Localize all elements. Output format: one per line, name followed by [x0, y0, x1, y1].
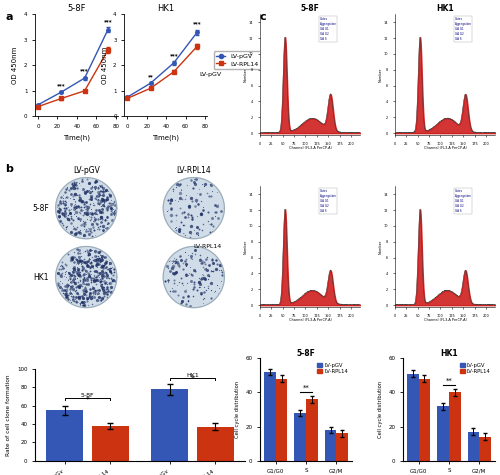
Text: 5-8F: 5-8F	[32, 204, 49, 213]
X-axis label: Channel (FL3-A PerCP-A): Channel (FL3-A PerCP-A)	[288, 318, 332, 323]
X-axis label: Channel (FL3-A PerCP-A): Channel (FL3-A PerCP-A)	[424, 146, 467, 151]
Text: a: a	[5, 12, 12, 22]
Bar	[438, 406, 449, 461]
Bar	[264, 372, 276, 461]
Y-axis label: Number: Number	[378, 239, 382, 254]
Text: c: c	[260, 12, 266, 22]
Text: 5-8F: 5-8F	[80, 393, 94, 398]
Bar	[479, 437, 491, 461]
Bar	[92, 426, 128, 461]
Text: *: *	[190, 375, 194, 384]
Text: ***: ***	[57, 83, 66, 88]
Bar	[407, 374, 418, 461]
Title: 5-8F: 5-8F	[67, 4, 86, 13]
Y-axis label: OD 450nm: OD 450nm	[102, 47, 107, 84]
Bar	[294, 413, 306, 461]
Text: Gates
Aggregation
GA G1
GA G2
GA S: Gates Aggregation GA G1 GA G2 GA S	[455, 189, 472, 213]
X-axis label: Channel (FL3-A PerCP-A): Channel (FL3-A PerCP-A)	[424, 318, 467, 323]
Title: HK1: HK1	[440, 349, 458, 358]
Title: 5-8F: 5-8F	[296, 349, 316, 358]
Text: **: **	[446, 378, 452, 384]
Bar	[46, 410, 82, 461]
X-axis label: Time(h): Time(h)	[152, 134, 179, 141]
Y-axis label: Rate of cell clone formation: Rate of cell clone formation	[6, 374, 12, 456]
Text: *: *	[86, 396, 89, 405]
Text: b: b	[5, 164, 13, 174]
Bar	[336, 433, 348, 461]
Text: Gates
Aggregation
GA G1
GA G2
GA S: Gates Aggregation GA G1 GA G2 GA S	[455, 17, 472, 41]
Text: ***: ***	[193, 21, 202, 27]
Text: HK1: HK1	[34, 273, 49, 282]
Text: LV-RPL14: LV-RPL14	[194, 244, 222, 249]
Text: Gates
Aggregation
GA G1
GA G2
GA S: Gates Aggregation GA G1 GA G2 GA S	[320, 17, 337, 41]
Title: LV-RPL14: LV-RPL14	[176, 166, 211, 175]
Text: ***: ***	[170, 53, 178, 58]
Bar	[468, 432, 479, 461]
Polygon shape	[56, 247, 117, 308]
Bar	[152, 389, 188, 461]
Bar	[418, 379, 430, 461]
Polygon shape	[163, 247, 224, 308]
Bar	[449, 392, 460, 461]
Title: HK1: HK1	[157, 4, 174, 13]
Text: **: **	[302, 385, 310, 391]
Text: ***: ***	[104, 19, 112, 24]
X-axis label: Time(h): Time(h)	[63, 134, 90, 141]
Bar	[198, 427, 234, 461]
Y-axis label: Cell cycle distribution: Cell cycle distribution	[235, 381, 240, 438]
Text: LV-pGV: LV-pGV	[200, 72, 222, 77]
X-axis label: Channel (FL3-A PerCP-A): Channel (FL3-A PerCP-A)	[288, 146, 332, 151]
Legend: LV-pGV, LV-RPL14: LV-pGV, LV-RPL14	[316, 361, 350, 375]
Title: 5-8F: 5-8F	[300, 4, 320, 13]
Y-axis label: OD 450nm: OD 450nm	[12, 47, 18, 84]
Legend: LV-pGV, LV-RPL14: LV-pGV, LV-RPL14	[458, 361, 492, 375]
Bar	[324, 430, 336, 461]
Y-axis label: Cell cycle distribution: Cell cycle distribution	[378, 381, 382, 438]
Text: **: **	[148, 74, 154, 79]
Bar	[306, 399, 318, 461]
Polygon shape	[163, 178, 224, 239]
Legend: LV-pGV, LV-RPL14: LV-pGV, LV-RPL14	[214, 51, 261, 69]
Text: HK1: HK1	[186, 372, 199, 378]
Bar	[276, 379, 287, 461]
Text: ***: ***	[80, 68, 89, 74]
Y-axis label: Number: Number	[378, 67, 382, 82]
Y-axis label: Number: Number	[243, 239, 247, 254]
Text: Gates
Aggregation
GA G1
GA G2
GA S: Gates Aggregation GA G1 GA G2 GA S	[320, 189, 337, 213]
Title: LV-pGV: LV-pGV	[73, 166, 100, 175]
Y-axis label: Number: Number	[243, 67, 247, 82]
Polygon shape	[56, 178, 117, 239]
Title: HK1: HK1	[436, 4, 454, 13]
